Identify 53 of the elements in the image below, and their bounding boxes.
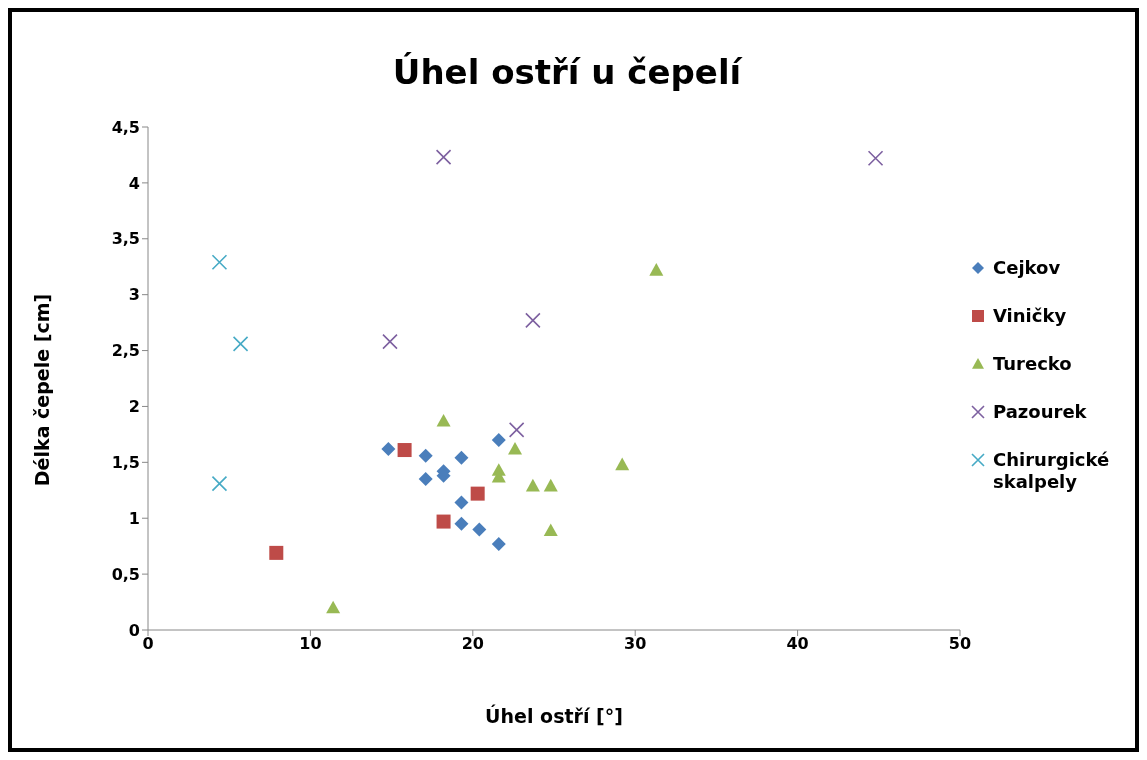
point [543,523,558,537]
y-tick-label: 2,5 [111,341,140,361]
point [525,478,540,492]
point [454,450,469,465]
legend-label: Pazourek [993,401,1087,423]
legend-label: Cejkov [993,257,1061,279]
y-tick-label: 0,5 [111,564,140,584]
chart-title: Úhel ostří u čepelí [391,52,744,92]
x-tick-label: 10 [299,634,322,654]
x-tick-label: 30 [624,634,647,654]
x-tick-label: 0 [142,634,154,654]
y-tick-label: 2 [128,397,140,417]
point [649,263,664,276]
point [543,478,558,492]
point [232,336,249,352]
y-tick-label: 1,5 [111,453,140,473]
point [382,333,398,350]
point [326,600,341,614]
y-tick-label: 4,5 [111,117,140,137]
point [491,536,506,551]
point [491,432,506,447]
x-tick-label: 20 [461,634,484,654]
point [454,495,469,510]
point [508,422,525,438]
legend-label: Turecko [993,353,1072,375]
y-tick-label: 3,5 [111,229,140,249]
legend-label: Viničky [993,305,1067,327]
point [418,472,433,487]
point [867,150,884,167]
point [470,486,485,501]
point [508,441,523,455]
point [211,475,228,492]
x-tick-label: 40 [786,634,809,654]
point [436,514,451,529]
y-tick-label: 3 [128,285,140,305]
point [435,149,452,165]
point [418,448,433,463]
point [436,413,451,427]
point [381,441,396,456]
y-tick-label: 0 [128,620,140,640]
point [472,522,487,537]
point [269,545,284,560]
y-axis-title: Délka čepele [cm] [31,293,53,487]
y-tick-label: 4 [128,173,140,193]
point [615,457,630,471]
point [525,312,541,329]
point [397,443,412,458]
point [211,254,228,271]
point [454,516,469,531]
x-axis-title: Úhel ostří [°] [484,705,624,727]
y-tick-label: 1 [128,508,140,528]
legend-label: Chirurgické skalpely [993,449,1111,493]
x-tick-label: 50 [948,634,972,654]
